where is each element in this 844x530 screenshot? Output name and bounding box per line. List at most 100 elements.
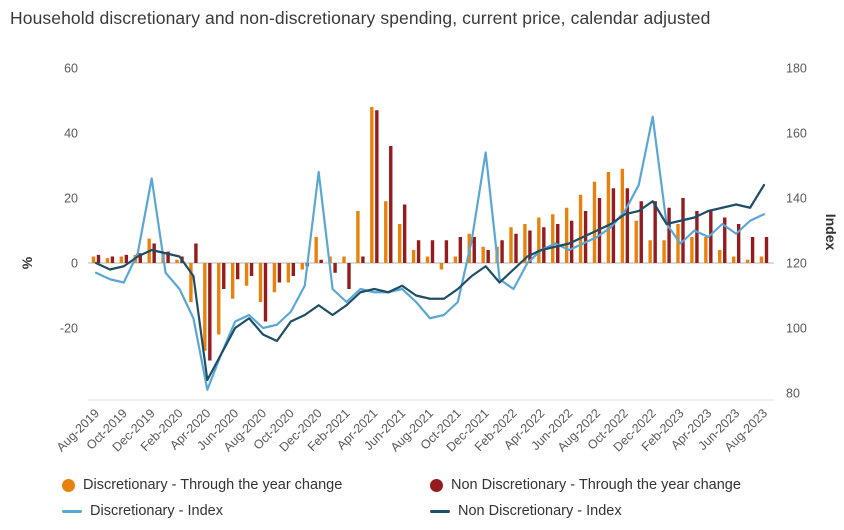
bar [96,254,101,263]
legend-item-nondiscretionary-index[interactable]: Non Discretionary - Index [430,500,741,522]
y-axis-left-tick: -20 [60,322,78,336]
bar [175,259,179,263]
bar [509,227,513,263]
bar [222,263,226,289]
bar [411,250,416,263]
legend-item-discretionary-index[interactable]: Discretionary - Index [62,500,430,522]
bar [356,211,360,263]
bar [194,243,198,263]
bar [138,253,142,263]
bar [416,240,421,263]
bar [625,188,630,263]
bar [709,211,713,263]
bar [500,240,504,263]
bar [750,237,755,263]
x-axis: Aug-2019Oct-2019Dec-2019Feb-2020Apr-2020… [54,406,770,454]
bar [723,217,727,263]
bar [564,207,569,263]
chart-title: Household discretionary and non-discreti… [10,8,711,28]
bar [217,263,221,335]
bar [514,233,518,263]
y-axis-left-title: % [19,256,35,269]
bar [272,263,277,293]
bar [384,201,388,263]
bar [375,110,379,263]
bar [472,237,476,263]
bar [528,230,532,263]
line-marker-icon [430,509,450,513]
circle-marker-icon [430,478,443,492]
bar-series-1 [96,110,769,361]
bar [110,256,115,263]
bar [639,201,643,263]
bar [300,263,304,270]
y-axis-right-tick: 80 [786,387,800,401]
circle-marker-icon [62,478,75,492]
bar [648,240,652,263]
bar [235,263,240,280]
bar [653,201,657,263]
bar [731,256,736,263]
bar [430,240,435,263]
bar [634,220,638,263]
bar [704,237,708,263]
bar [342,256,346,263]
bar [523,224,527,263]
bar [486,250,490,263]
bar [91,256,96,263]
bar [208,263,212,361]
bar [333,263,337,273]
line-series-1 [94,183,766,382]
y-axis-right-tick: 160 [786,127,807,141]
bar [370,107,374,263]
bar [736,224,741,263]
bar [189,263,193,302]
bar [124,254,129,263]
bar [244,263,249,286]
bar [263,263,268,322]
y-axis-left-tick: 0 [71,257,78,271]
line-marker-icon [62,509,82,513]
bar [105,258,110,263]
bar [291,263,296,276]
y-axis-left-tick: 40 [64,127,78,141]
bar [389,146,393,263]
bar [453,256,458,263]
legend-item-nondiscretionary-change[interactable]: Non Discretionary - Through the year cha… [430,474,741,496]
line-series-0 [94,115,766,391]
bar [439,263,444,270]
bar [347,263,351,289]
legend-label: Non Discretionary - Through the year cha… [451,477,741,493]
bar [397,224,402,263]
bar [249,263,254,276]
bar [203,263,207,351]
chart-canvas: 60 40 20 0 -20 180 160 140 120 100 80 Aug-2019Oct-2… [19,62,839,455]
legend-label: Non Discretionary - Index [458,503,622,519]
bar [277,263,282,283]
bar [718,250,722,263]
bar [592,181,597,263]
bar [542,227,546,263]
bar [166,251,170,263]
y-axis-right-title: Index [823,214,839,251]
y-axis-left-tick: 20 [64,192,78,206]
legend-label: Discretionary - Index [90,503,223,519]
bar [690,237,694,263]
y-axis-right-tick: 100 [786,322,807,336]
bar [444,240,449,263]
bar [361,256,365,263]
bar [695,211,699,263]
bar [745,259,750,263]
bar [681,198,685,263]
bar [759,256,764,263]
chart-legend: Discretionary - Through the year change … [62,474,741,522]
bar [458,237,463,263]
y-axis-right-tick: 140 [786,192,807,206]
bar [662,240,666,263]
bar [481,246,485,263]
legend-item-discretionary-change[interactable]: Discretionary - Through the year change [62,474,430,496]
y-axis-left: 60 40 20 0 -20 [60,62,78,336]
bar [230,263,235,299]
bar [537,217,541,263]
bar [319,259,323,263]
